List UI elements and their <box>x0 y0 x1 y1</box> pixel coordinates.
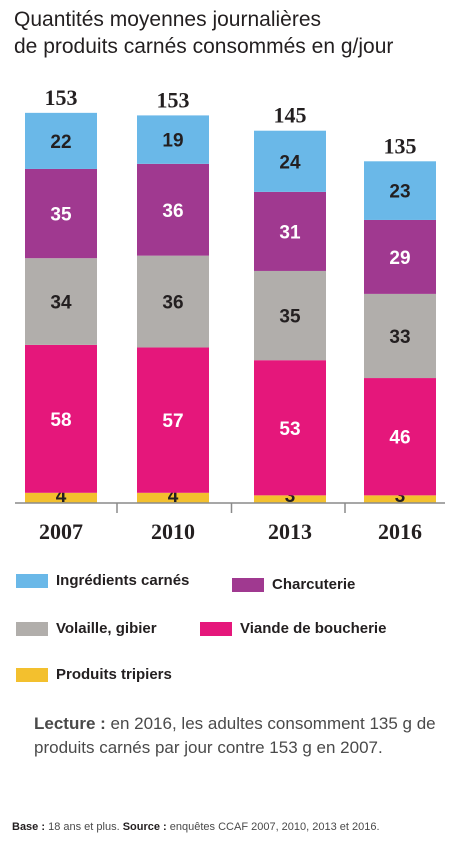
x-tick-label-2013: 2013 <box>268 519 312 544</box>
total-label-2007: 153 <box>45 85 78 110</box>
legend-item-ingredients-carnes: Ingrédients carnés <box>16 572 189 589</box>
reading-note-text: en 2016, les adultes consomment 135 g de… <box>34 714 436 757</box>
legend-item-volaille-gibier: Volaille, gibier <box>16 620 157 637</box>
total-label-2013: 145 <box>274 103 307 128</box>
chart-title-line-2: de produits carnés consommés en g/jour <box>14 35 394 58</box>
data-label-volaille-gibier-2013: 35 <box>279 307 301 328</box>
data-label-ingredients-carnes-2007: 22 <box>50 132 71 153</box>
data-label-produits-tripiers-2007: 4 <box>56 486 67 507</box>
data-label-ingredients-carnes-2013: 24 <box>279 152 301 173</box>
legend-label-ingredients-carnes: Ingrédients carnés <box>56 572 190 589</box>
legend-label-volaille-gibier: Volaille, gibier <box>56 620 157 637</box>
data-label-charcuterie-2010: 36 <box>162 201 183 222</box>
total-label-2010: 153 <box>157 87 190 112</box>
reading-note: Lecture : en 2016, les adultes consommen… <box>34 712 444 760</box>
data-label-viande-de-boucherie-2010: 57 <box>162 411 183 432</box>
data-label-viande-de-boucherie-2007: 58 <box>50 410 71 431</box>
x-tick-label-2010: 2010 <box>151 519 195 544</box>
legend-swatch-produits-tripiers <box>16 667 48 682</box>
legend-label-viande-de-boucherie: Viande de boucherie <box>240 620 387 637</box>
legend-swatch-volaille-gibier <box>16 621 48 636</box>
bar-segment-produits-tripiers-2013 <box>254 495 326 503</box>
bar-segment-volaille-gibier-2016 <box>364 293 436 379</box>
footer-source-label: Source : <box>122 821 167 833</box>
bar-segment-volaille-gibier-2007 <box>25 258 97 345</box>
bar-segment-viande-de-boucherie-2016 <box>364 378 436 496</box>
bar-segment-produits-tripiers-2007 <box>25 492 97 503</box>
x-tick-label-2016: 2016 <box>378 519 422 544</box>
data-label-charcuterie-2016: 29 <box>389 248 410 269</box>
bar-segment-charcuterie-2007 <box>25 168 97 259</box>
bar-segment-viande-de-boucherie-2013 <box>254 360 326 496</box>
data-label-ingredients-carnes-2010: 19 <box>162 131 183 152</box>
data-label-produits-tripiers-2016: 3 <box>395 486 406 507</box>
legend-swatch-charcuterie <box>232 577 264 592</box>
bar-segment-ingredients-carnes-2007 <box>25 112 97 169</box>
data-label-viande-de-boucherie-2013: 53 <box>279 419 300 440</box>
footer-base-text: 18 ans et plus. <box>45 821 123 833</box>
total-label-2016: 135 <box>384 133 417 158</box>
legend-swatch-viande-de-boucherie <box>200 621 232 636</box>
footer-source-text: enquêtes CCAF 2007, 2010, 2013 et 2016. <box>166 821 380 833</box>
data-label-volaille-gibier-2016: 33 <box>389 327 410 348</box>
data-label-volaille-gibier-2010: 36 <box>162 293 183 314</box>
bar-segment-viande-de-boucherie-2007 <box>25 344 97 493</box>
bar-segment-charcuterie-2013 <box>254 191 326 271</box>
stacked-bar-chart: 4 58 34 35 22 153 2007 4 57 36 36 19 153 2010 3 53 35 31 2… <box>15 85 445 544</box>
footer-base-label: Base : <box>12 821 46 833</box>
data-label-volaille-gibier-2007: 34 <box>50 293 72 314</box>
bar-segment-ingredients-carnes-2016 <box>364 161 436 220</box>
chart-title: Quantités moyennes journalières de produ… <box>14 6 454 60</box>
legend-item-charcuterie: Charcuterie <box>232 576 355 593</box>
x-tick-label-2007: 2007 <box>39 519 83 544</box>
data-label-produits-tripiers-2010: 4 <box>168 486 179 507</box>
bar-segment-charcuterie-2010 <box>137 163 209 256</box>
legend-item-produits-tripiers: Produits tripiers <box>16 666 172 683</box>
data-label-charcuterie-2007: 35 <box>50 205 72 226</box>
bar-segment-produits-tripiers-2010 <box>137 492 209 503</box>
data-label-viande-de-boucherie-2016: 46 <box>389 428 410 449</box>
data-label-ingredients-carnes-2016: 23 <box>389 182 410 203</box>
bar-segment-produits-tripiers-2016 <box>364 495 436 503</box>
bar-segment-charcuterie-2016 <box>364 219 436 294</box>
data-label-charcuterie-2013: 31 <box>279 222 301 243</box>
bar-segment-viande-de-boucherie-2010 <box>137 347 209 493</box>
bar-segment-volaille-gibier-2013 <box>254 270 326 361</box>
reading-note-lead: Lecture : <box>34 714 106 733</box>
bar-segment-volaille-gibier-2010 <box>137 255 209 348</box>
legend-label-produits-tripiers: Produits tripiers <box>56 666 172 683</box>
legend-label-charcuterie: Charcuterie <box>272 576 356 593</box>
chart-title-line-1: Quantités moyennes journalières <box>14 8 322 31</box>
legend-item-viande-de-boucherie: Viande de boucherie <box>200 620 386 637</box>
bar-segment-ingredients-carnes-2010 <box>137 115 209 164</box>
footer-source: Base : 18 ans et plus. Source : enquêtes… <box>12 821 452 833</box>
legend-swatch-ingredients-carnes <box>16 573 48 588</box>
data-label-produits-tripiers-2013: 3 <box>285 486 296 507</box>
bar-segment-ingredients-carnes-2013 <box>254 130 326 192</box>
